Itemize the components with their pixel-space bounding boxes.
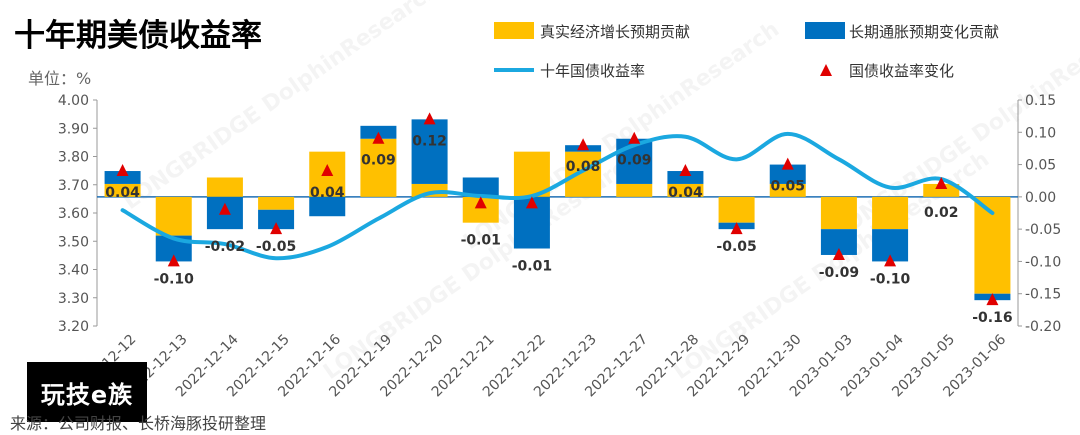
logo-badge: 玩技e族 bbox=[27, 362, 147, 422]
change-marker bbox=[884, 254, 897, 267]
change-value-label: 0.02 bbox=[924, 205, 959, 221]
change-marker bbox=[679, 164, 692, 177]
legend: 真实经济增长预期贡献 长期通胀预期变化贡献 十年国债收益率 国债收益率变化 bbox=[494, 22, 999, 80]
change-marker bbox=[935, 176, 948, 189]
legend-real-swatch bbox=[494, 22, 534, 39]
legend-inflation-swatch bbox=[805, 22, 845, 39]
change-marker bbox=[167, 254, 180, 267]
change-marker bbox=[525, 196, 538, 209]
bar-inflation bbox=[667, 171, 704, 184]
right-tick-label: -0.05 bbox=[1025, 222, 1061, 238]
change-value-label: -0.09 bbox=[819, 265, 859, 281]
change-marker bbox=[116, 164, 129, 177]
change-value-label: -0.01 bbox=[461, 233, 501, 249]
change-value-label: 0.09 bbox=[617, 153, 652, 169]
change-value-label: -0.05 bbox=[716, 239, 756, 255]
right-tick-label: -0.10 bbox=[1025, 254, 1061, 270]
bar-real-growth bbox=[206, 177, 243, 197]
change-value-label: -0.02 bbox=[205, 239, 245, 255]
legend-yield-label: 十年国债收益率 bbox=[540, 62, 645, 80]
change-marker bbox=[781, 157, 794, 170]
change-value-label: 0.04 bbox=[310, 185, 345, 201]
yield-line bbox=[120, 131, 995, 261]
left-tick-label: 3.30 bbox=[58, 291, 89, 307]
bar-inflation bbox=[258, 209, 295, 230]
change-marker bbox=[577, 138, 590, 151]
right-tick-label: -0.15 bbox=[1025, 287, 1061, 303]
bar-real-growth bbox=[872, 196, 909, 230]
legend-change-marker bbox=[820, 64, 832, 76]
right-tick-label: -0.20 bbox=[1025, 319, 1061, 335]
bar-real-growth bbox=[820, 196, 857, 230]
change-marker bbox=[628, 131, 641, 144]
left-tick-label: 3.20 bbox=[58, 319, 89, 335]
left-tick-label: 3.70 bbox=[58, 178, 89, 194]
right-tick-label: 0.10 bbox=[1025, 125, 1056, 141]
change-value-label: -0.10 bbox=[154, 271, 195, 287]
bar-real-growth bbox=[769, 183, 806, 197]
chart-title: 十年期美债收益率 bbox=[14, 18, 262, 54]
left-tick-label: 4.00 bbox=[58, 93, 89, 109]
bar-real-growth bbox=[616, 183, 653, 197]
left-tick-label: 3.80 bbox=[58, 150, 89, 166]
change-marker bbox=[986, 293, 999, 306]
change-marker bbox=[474, 196, 487, 209]
legend-inflation-label: 长期通胀预期变化贡献 bbox=[849, 23, 999, 41]
axes: 3.20 3.30 3.40 3.50 3.60 3.70 3.80 3.90 4.00 -0.2… bbox=[58, 93, 1061, 335]
bar-inflation bbox=[104, 171, 141, 184]
legend-real-label: 真实经济增长预期贡献 bbox=[540, 23, 690, 41]
change-marker bbox=[218, 202, 231, 215]
right-tick-label: 0.15 bbox=[1025, 93, 1056, 109]
bar-inflation bbox=[462, 177, 499, 197]
change-value-label: 0.04 bbox=[668, 185, 703, 201]
change-marker bbox=[832, 247, 845, 260]
right-tick-label: 0.05 bbox=[1025, 158, 1056, 174]
left-tick-label: 3.60 bbox=[58, 206, 89, 222]
bar-real-growth bbox=[513, 151, 550, 197]
bar-real-growth bbox=[155, 196, 192, 236]
change-marker bbox=[270, 222, 283, 235]
bar-real-growth bbox=[565, 151, 602, 197]
bar-real-growth bbox=[258, 196, 295, 210]
right-tick-label: 0.00 bbox=[1025, 190, 1056, 206]
bar-real-growth bbox=[104, 183, 141, 197]
bar-real-growth bbox=[923, 183, 960, 197]
left-tick-label: 3.50 bbox=[58, 234, 89, 250]
left-tick-label: 3.90 bbox=[58, 121, 89, 137]
change-value-label: -0.10 bbox=[870, 271, 911, 287]
change-value-label: -0.05 bbox=[256, 239, 296, 255]
bars bbox=[104, 119, 1011, 301]
change-markers bbox=[116, 112, 999, 306]
bar-real-growth bbox=[718, 196, 755, 223]
change-value-label: 0.12 bbox=[412, 133, 447, 149]
change-value-label: 0.08 bbox=[566, 159, 601, 175]
bar-inflation bbox=[769, 164, 806, 184]
yield-line-layer bbox=[120, 131, 995, 261]
change-value-label: -0.01 bbox=[512, 259, 552, 275]
change-value-label: -0.16 bbox=[972, 310, 1012, 326]
left-tick-label: 3.40 bbox=[58, 263, 89, 279]
value-labels: 0.04 -0.10 -0.02 -0.05 0.04 0.09 0.12 -0.01 -0.0… bbox=[105, 133, 1012, 326]
legend-change-label: 国债收益率变化 bbox=[849, 62, 954, 80]
change-value-label: 0.05 bbox=[770, 179, 805, 195]
change-marker bbox=[372, 131, 385, 144]
bar-inflation bbox=[411, 119, 448, 184]
change-marker bbox=[423, 112, 436, 125]
bar-real-growth bbox=[667, 183, 704, 197]
x-axis-labels: 2022-12-122022-12-132022-12-142022-12-15… bbox=[71, 331, 1010, 400]
bar-inflation bbox=[309, 196, 346, 217]
left-axis-unit: 单位：% bbox=[28, 69, 91, 88]
change-value-label: 0.09 bbox=[361, 153, 396, 169]
source-note: 来源：公司财报、长桥海豚投研整理 bbox=[10, 414, 267, 433]
change-marker bbox=[730, 222, 743, 235]
change-marker bbox=[321, 164, 334, 177]
bar-real-growth bbox=[360, 138, 397, 197]
change-value-label: 0.04 bbox=[105, 185, 140, 201]
